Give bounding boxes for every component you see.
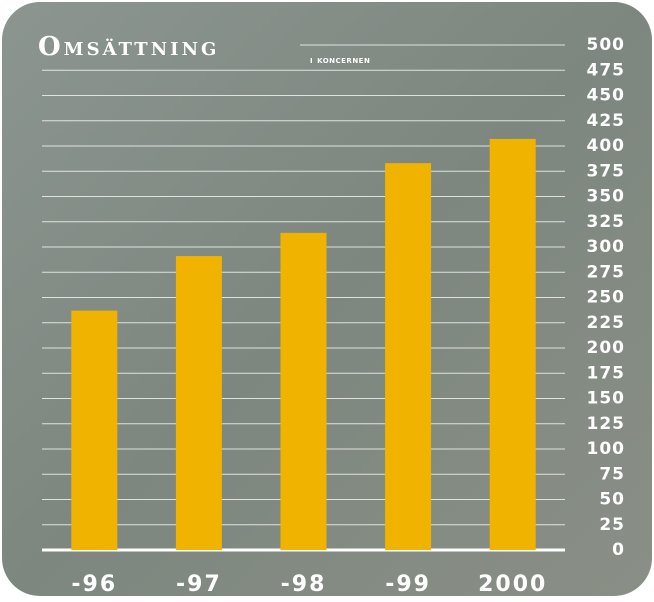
x-tick-label: -99 <box>385 572 431 597</box>
y-tick-label: 400 <box>587 136 626 156</box>
y-tick-label: 50 <box>599 490 625 510</box>
y-tick-label: 275 <box>587 262 626 282</box>
y-tick-label: 25 <box>599 515 625 535</box>
bar <box>176 256 222 550</box>
y-tick-label: 75 <box>599 464 625 484</box>
x-tick-label: -98 <box>281 572 327 597</box>
bar <box>490 139 536 550</box>
y-tick-label: 200 <box>587 338 626 358</box>
bar <box>71 311 117 550</box>
y-tick-label: 100 <box>587 439 626 459</box>
y-tick-label: 450 <box>587 86 626 106</box>
y-tick-label: 300 <box>587 237 626 257</box>
y-tick-label: 0 <box>612 540 625 560</box>
y-tick-label: 350 <box>587 187 626 207</box>
y-tick-label: 475 <box>587 60 626 80</box>
y-tick-label: 125 <box>587 414 626 434</box>
y-tick-label: 175 <box>587 363 626 383</box>
page: {"chart_data": {"type": "bar", "title": … <box>0 0 654 598</box>
y-tick-label: 325 <box>587 212 626 232</box>
chart-title: Omsättning <box>38 32 219 62</box>
y-tick-label: 250 <box>587 288 626 308</box>
y-tick-label: 500 <box>587 35 626 55</box>
chart-subtitle: i koncernen <box>310 55 370 66</box>
bar <box>281 233 327 550</box>
x-tick-label: 2000 <box>478 572 547 597</box>
y-tick-label: 375 <box>587 161 626 181</box>
chart: Omsättning i koncernen 0 25 50 75 100 125 150 1… <box>0 0 654 598</box>
bar <box>385 163 431 550</box>
x-tick-label: -97 <box>176 572 222 597</box>
x-tick-label: -96 <box>71 572 117 597</box>
y-tick-label: 225 <box>587 313 626 333</box>
y-tick-label: 150 <box>587 389 626 409</box>
y-tick-label: 425 <box>587 111 626 131</box>
